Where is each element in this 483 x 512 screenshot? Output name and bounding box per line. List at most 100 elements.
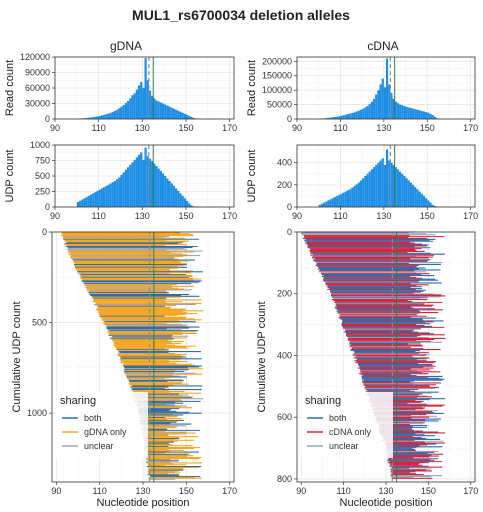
histogram-bar — [414, 187, 417, 207]
x-tick-label: 150 — [420, 211, 435, 221]
histogram-bar — [377, 90, 380, 119]
legend-entry: gDNA only — [84, 427, 127, 437]
histogram-bar — [372, 98, 376, 119]
histogram-bar — [190, 205, 193, 207]
histogram-bar — [118, 108, 121, 119]
histogram-bar — [100, 115, 104, 119]
histogram-bar — [331, 198, 334, 207]
histogram-bar — [135, 89, 138, 119]
histogram-bar — [403, 106, 406, 119]
y-tick-label: 30000 — [25, 99, 50, 109]
histogram-bar — [320, 203, 324, 207]
legend-entry: cDNA only — [329, 427, 372, 437]
histogram-bar — [79, 200, 82, 207]
histogram-bar — [151, 161, 154, 207]
histogram-bar — [179, 193, 182, 207]
histogram-bar — [325, 201, 328, 207]
histogram-bar — [344, 114, 347, 119]
histogram-bar — [383, 87, 386, 119]
histogram-bar — [394, 167, 397, 207]
histogram-bar — [85, 118, 88, 119]
histogram-bar — [155, 166, 158, 207]
histogram-bar — [153, 98, 156, 119]
histogram-bar — [375, 164, 378, 207]
histogram-bar — [103, 114, 106, 119]
histogram-bar — [164, 104, 167, 119]
histogram-bar — [98, 115, 101, 119]
histogram-bar — [177, 190, 180, 207]
histogram-bar — [159, 171, 162, 207]
histogram-bar — [124, 169, 128, 207]
histogram-bar — [127, 100, 130, 119]
histogram-bar — [388, 160, 391, 207]
histogram-bar — [170, 183, 173, 207]
panel-cdna-alleles: 90 110 130 150 170 0 200 400 600 800 Cumulative UD… — [256, 227, 478, 509]
histogram-bar — [366, 106, 369, 119]
column-title-cdna: cDNA — [367, 39, 398, 53]
histogram-bar — [362, 108, 365, 119]
x-tick-label: 130 — [378, 486, 393, 496]
histogram-bar — [92, 193, 95, 207]
histogram-bar — [359, 180, 363, 207]
histogram-bar — [392, 98, 395, 119]
histogram-bar — [349, 189, 352, 207]
histogram-bar — [427, 200, 430, 207]
x-tick-label: 130 — [135, 211, 150, 221]
histogram-bar — [118, 177, 121, 207]
histogram-bar — [412, 184, 415, 207]
histogram-bar — [151, 95, 154, 119]
histogram-bar — [418, 191, 421, 207]
x-tick-label: 170 — [463, 123, 478, 133]
histogram-bar — [409, 108, 413, 119]
legend-entry: unclear — [329, 441, 359, 451]
y-tick-label: 250 — [35, 187, 50, 197]
y-tick-label: 0 — [287, 227, 292, 237]
y-tick-label: 100000 — [262, 85, 292, 95]
histogram-bar — [368, 171, 371, 207]
legend: sharing both gDNA only unclear — [56, 392, 148, 458]
histogram-bar — [122, 172, 125, 207]
histogram-bar — [170, 107, 173, 119]
histogram-bar — [412, 108, 415, 119]
y-tick-label: 90000 — [25, 68, 50, 78]
histogram-bar — [420, 193, 423, 207]
histogram-bar — [177, 110, 180, 119]
x-axis-label: Nucleotide position — [340, 497, 433, 509]
histogram-bar — [338, 116, 341, 119]
histogram-bar — [83, 198, 86, 207]
y-tick-label: 500 — [32, 318, 47, 328]
histogram-bar — [148, 158, 152, 207]
histogram-bar — [346, 190, 350, 207]
histogram-bar — [122, 105, 125, 119]
histogram-bar — [379, 84, 382, 119]
histogram-bar — [392, 164, 395, 207]
histogram-bar — [109, 183, 112, 207]
histogram-bar — [124, 102, 128, 119]
histogram-bar — [175, 188, 178, 207]
histogram-bar — [131, 95, 134, 119]
histogram-bar — [364, 107, 367, 119]
x-tick-label: 150 — [178, 123, 193, 133]
histogram-bar — [416, 189, 419, 207]
x-tick-label: 90 — [51, 486, 61, 496]
y-tick-label: 500 — [35, 171, 50, 181]
histogram-bar — [107, 113, 110, 119]
histogram-bar — [172, 185, 176, 207]
y-axis-label: Read count — [246, 60, 258, 116]
histogram-bar — [388, 84, 391, 119]
histogram-bar — [405, 178, 408, 207]
panels: 90 110 130 150 1700300006000090000120000Read… — [4, 52, 478, 509]
histogram-bar — [325, 118, 328, 119]
histogram-bar — [377, 162, 380, 207]
histogram-bar — [89, 117, 93, 119]
histogram-bar — [94, 192, 97, 207]
y-axis-label: UDP count — [4, 150, 16, 203]
x-tick-label: 130 — [376, 211, 391, 221]
x-tick-label: 110 — [91, 123, 105, 133]
histogram-bar — [346, 114, 350, 119]
histogram-bar — [355, 111, 358, 119]
histogram-bar — [381, 78, 384, 119]
y-axis-label: Read count — [4, 60, 16, 116]
histogram-bar — [111, 182, 114, 207]
histogram-bar — [429, 202, 432, 207]
